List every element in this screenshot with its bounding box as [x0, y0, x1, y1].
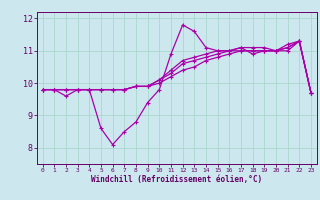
X-axis label: Windchill (Refroidissement éolien,°C): Windchill (Refroidissement éolien,°C) [91, 175, 262, 184]
